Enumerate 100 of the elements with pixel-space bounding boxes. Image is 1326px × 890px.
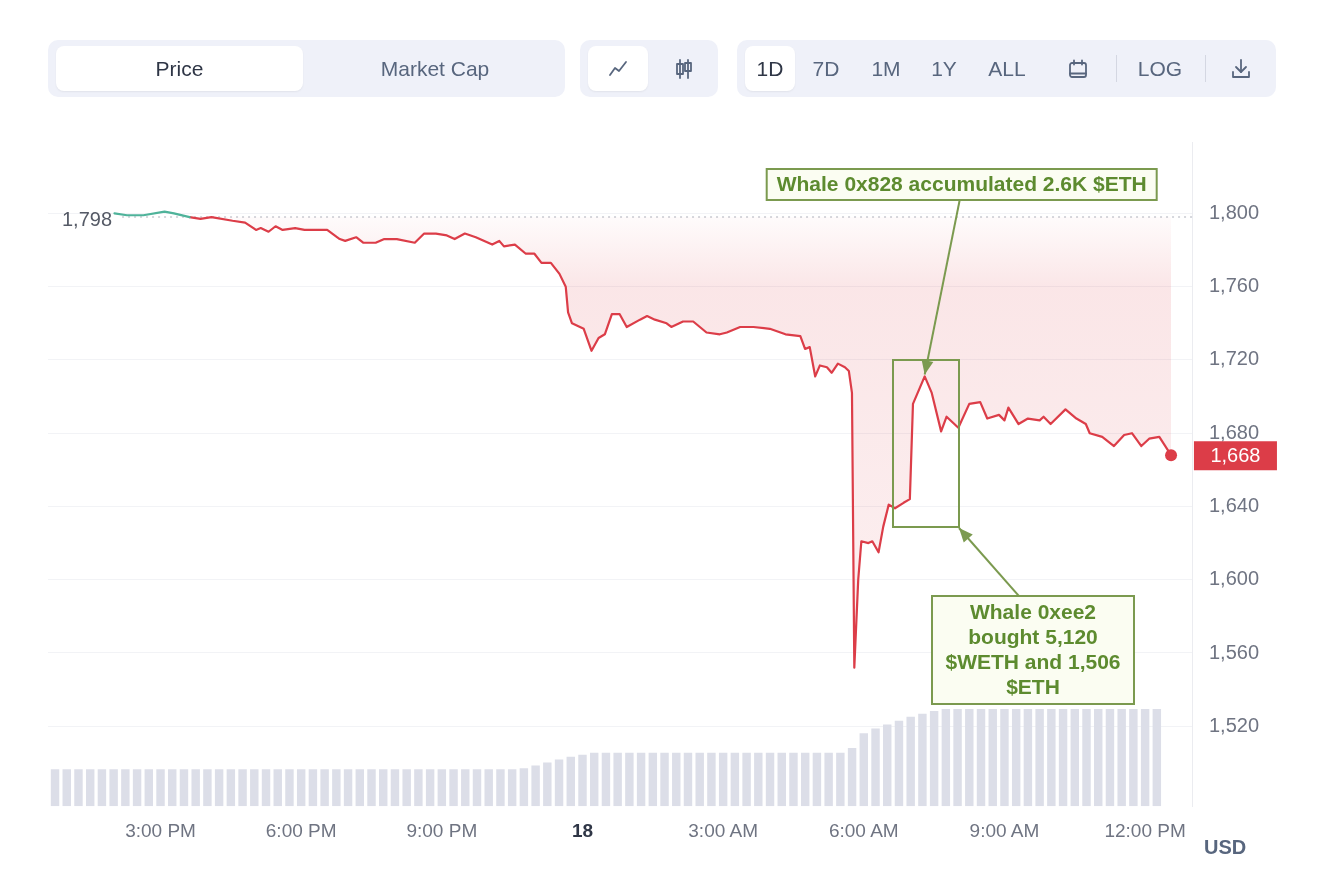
x-tick-label: 6:00 AM xyxy=(828,819,899,841)
bar xyxy=(238,769,247,807)
bar xyxy=(461,769,470,807)
bar xyxy=(355,769,365,807)
bar xyxy=(777,752,786,807)
bar xyxy=(953,709,962,807)
bar xyxy=(414,769,423,807)
bar xyxy=(507,769,517,807)
bar xyxy=(894,720,904,807)
bar xyxy=(976,709,986,807)
bar xyxy=(929,710,939,807)
bar xyxy=(97,769,107,807)
bar xyxy=(343,769,353,807)
bar xyxy=(320,769,329,807)
bar xyxy=(273,769,282,807)
bar xyxy=(941,709,951,807)
bar xyxy=(672,752,681,807)
annotation: Whale 0x828 accumulated 2.6K $ETH xyxy=(776,172,1147,196)
bar xyxy=(296,769,306,807)
y-tick-label: 1,760 xyxy=(1208,274,1260,297)
bar xyxy=(859,733,869,807)
x-tick-label: 9:00 PM xyxy=(406,819,478,841)
y-tick-label: 1,680 xyxy=(1208,420,1260,443)
bar xyxy=(1000,709,1009,807)
bar xyxy=(332,769,341,807)
bar xyxy=(566,756,575,807)
bar xyxy=(660,752,669,807)
bar xyxy=(156,769,165,807)
x-tick-label: 9:00 AM xyxy=(969,819,1040,841)
y-tick-label: 1,640 xyxy=(1208,493,1260,516)
bar xyxy=(683,752,693,807)
bar xyxy=(168,769,177,807)
bar xyxy=(1047,709,1056,807)
bar xyxy=(636,752,646,807)
bar xyxy=(871,728,880,807)
bar xyxy=(437,769,447,807)
bar xyxy=(578,754,587,807)
selected-button: 1D xyxy=(745,46,795,91)
bar xyxy=(589,752,599,807)
bar xyxy=(261,769,271,807)
bar xyxy=(1140,709,1150,807)
bar xyxy=(789,752,798,807)
bar xyxy=(449,769,458,807)
y-tick-label: 1,720 xyxy=(1208,347,1260,370)
y-tick-label: 1,520 xyxy=(1208,713,1260,736)
bar xyxy=(812,752,822,807)
x-tick-label: 6:00 PM xyxy=(265,819,337,841)
bar xyxy=(1117,709,1126,807)
bar xyxy=(543,762,552,807)
annotation: Whale 0xee2 bought 5,120 $WETH and 1,506 $ETH xyxy=(945,600,1121,699)
bar xyxy=(613,752,622,807)
bar xyxy=(496,769,505,807)
bar xyxy=(718,752,728,807)
bar xyxy=(742,752,751,807)
bar xyxy=(730,752,740,807)
ref-line-label: 1,798 xyxy=(62,207,113,230)
bar xyxy=(425,769,435,807)
button-group: 1D 7D 1M 1Y ALL LOG xyxy=(737,40,1276,97)
y-tick-label: 1,600 xyxy=(1208,567,1260,590)
button-group: Price Market Cap xyxy=(48,40,565,97)
bar xyxy=(285,769,294,807)
bar xyxy=(1035,709,1044,807)
bar xyxy=(379,769,388,807)
bar xyxy=(132,769,142,807)
bar xyxy=(695,752,704,807)
bar xyxy=(214,769,224,807)
bar xyxy=(754,752,763,807)
bar xyxy=(308,769,318,807)
bar xyxy=(472,769,482,807)
x-tick-label: 3:00 AM xyxy=(688,819,759,841)
bar xyxy=(988,709,997,807)
bar xyxy=(601,752,611,807)
bar xyxy=(1129,709,1138,807)
y-tick-label: 1,560 xyxy=(1208,640,1260,663)
bar xyxy=(1058,709,1068,807)
bar xyxy=(554,759,564,807)
bar xyxy=(648,752,658,807)
bar xyxy=(250,769,259,807)
bar xyxy=(191,769,200,807)
bar xyxy=(144,769,154,807)
bar xyxy=(836,752,845,807)
y-axis-title: USD xyxy=(1203,835,1247,858)
bar xyxy=(1011,709,1021,807)
bar xyxy=(1023,709,1033,807)
x-tick-label: 18 xyxy=(571,819,594,841)
bar xyxy=(62,769,71,807)
bar xyxy=(121,769,130,807)
bar xyxy=(824,752,833,807)
bar xyxy=(531,765,540,807)
y-tick-label: 1,800 xyxy=(1208,200,1260,223)
bar xyxy=(1094,709,1103,807)
bar xyxy=(765,752,775,807)
selected-button: Price xyxy=(56,46,303,91)
bar xyxy=(847,747,857,807)
bar xyxy=(1152,709,1162,807)
bar xyxy=(800,752,810,807)
bar xyxy=(1070,709,1080,807)
bar xyxy=(1082,709,1091,807)
bar xyxy=(519,768,529,807)
x-tick-label: 12:00 PM xyxy=(1104,819,1186,841)
